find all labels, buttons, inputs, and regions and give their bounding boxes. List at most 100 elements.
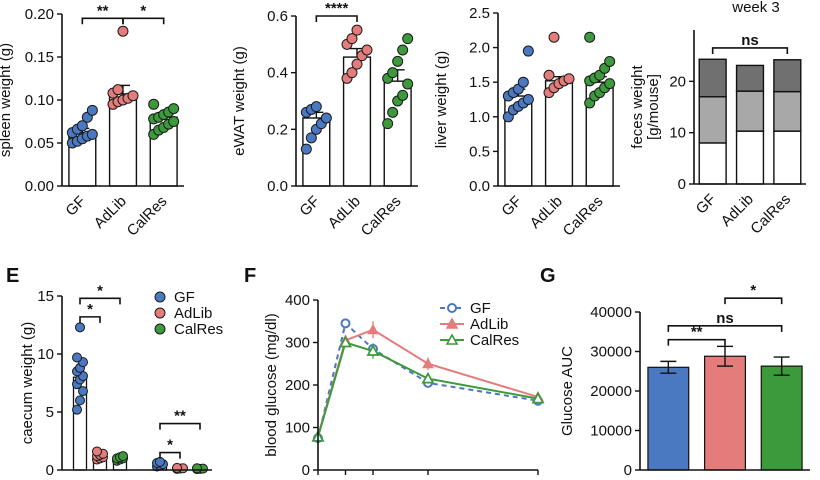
data-point — [192, 463, 202, 474]
y-tick-label: 0.20 — [25, 6, 54, 23]
bar — [647, 366, 690, 471]
data-point — [75, 395, 85, 406]
x-tick-label: GF — [498, 193, 525, 220]
data-point — [168, 103, 180, 115]
data-point — [148, 98, 160, 110]
stacked-bar-segment — [735, 130, 765, 185]
data-point — [340, 318, 351, 329]
data-point — [563, 73, 575, 85]
data-point — [75, 322, 85, 333]
data-point — [86, 128, 98, 140]
y-axis-label: [g/mouse] — [645, 74, 662, 140]
data-point — [367, 323, 379, 335]
significance-bracket — [711, 47, 789, 54]
stacked-bar-segment — [698, 142, 727, 185]
legend-label: CalRes — [174, 321, 223, 338]
legend-label: GF — [174, 289, 195, 306]
data-point — [548, 31, 560, 43]
legend-marker — [445, 333, 459, 345]
panel-label-e: E — [6, 265, 19, 287]
stacked-bar-segment — [698, 96, 727, 144]
data-point — [117, 25, 129, 37]
significance-bracket — [667, 338, 726, 346]
stacked-bar-segment — [735, 64, 765, 92]
data-point — [522, 45, 534, 57]
y-tick-label: 0.4 — [267, 65, 288, 82]
panel-label-f: F — [244, 265, 256, 287]
panel-label-g: G — [540, 265, 556, 287]
data-point — [127, 90, 139, 102]
legend-label: AdLib — [174, 305, 212, 322]
data-point — [351, 24, 363, 36]
data-point — [78, 386, 88, 397]
y-tick-label: 15 — [37, 288, 54, 305]
data-point — [387, 67, 399, 79]
y-tick-label: 10 — [669, 125, 686, 142]
significance-label: * — [140, 2, 146, 19]
data-point — [338, 335, 353, 348]
significance-bracket — [79, 316, 101, 323]
data-point — [531, 391, 545, 404]
y-tick-label: 30000 — [590, 344, 632, 361]
y-tick-label: 0.0 — [469, 178, 490, 195]
significance-bracket — [159, 451, 181, 459]
significance-label: * — [87, 301, 93, 318]
data-point — [397, 44, 409, 56]
data-point — [310, 101, 322, 113]
data-point — [361, 44, 373, 56]
y-tick-label: 0.6 — [267, 8, 288, 25]
bar — [544, 80, 574, 187]
significance-bracket — [159, 422, 201, 430]
data-point — [155, 456, 165, 467]
data-point — [86, 104, 98, 116]
data-point — [421, 371, 435, 384]
y-tick-label: 400 — [285, 292, 310, 309]
data-point — [392, 55, 404, 67]
significance-label: * — [167, 437, 173, 454]
significance-label: * — [97, 282, 103, 299]
y-axis-label: feces weight — [629, 64, 646, 148]
data-point — [543, 69, 555, 81]
data-point — [168, 116, 180, 127]
y-tick-label: 10 — [37, 346, 54, 363]
data-point — [397, 89, 409, 101]
y-tick-label: 10000 — [590, 423, 632, 440]
y-tick-label: 0.15 — [25, 49, 54, 66]
y-tick-label: 0.10 — [25, 92, 54, 109]
y-tick-label: 200 — [285, 377, 310, 394]
chart-title: week 3 — [731, 0, 780, 16]
data-point — [72, 352, 82, 363]
data-point — [351, 58, 363, 70]
y-tick-label: 1.0 — [469, 109, 490, 126]
y-tick-label: 0.5 — [469, 143, 490, 160]
y-axis-label: eWAT weight (g) — [231, 46, 248, 156]
legend-label: CalRes — [470, 332, 519, 349]
legend-marker — [445, 317, 459, 329]
stacked-bar-segment — [773, 59, 802, 93]
stacked-bar-segment — [735, 90, 765, 132]
y-tick-label: 0 — [46, 462, 54, 479]
x-tick-label: GF — [296, 193, 323, 220]
stacked-bar-segment — [773, 90, 802, 132]
y-axis-label: caecum weight (g) — [19, 322, 36, 445]
data-point — [154, 291, 166, 303]
data-point — [112, 84, 124, 96]
y-tick-label: 1.5 — [469, 74, 490, 91]
y-tick-label: 2.0 — [469, 40, 490, 57]
data-point — [584, 31, 596, 43]
significance-bracket — [79, 297, 121, 305]
data-point — [92, 446, 102, 457]
data-point — [118, 451, 128, 462]
significance-label: ns — [716, 310, 734, 327]
series-line — [317, 341, 539, 438]
significance-bracket — [122, 17, 165, 25]
y-axis-label: liver weight (g) — [433, 51, 450, 149]
data-point — [366, 344, 380, 356]
x-tick-label: CalRes — [124, 193, 171, 240]
significance-bracket — [315, 15, 358, 22]
